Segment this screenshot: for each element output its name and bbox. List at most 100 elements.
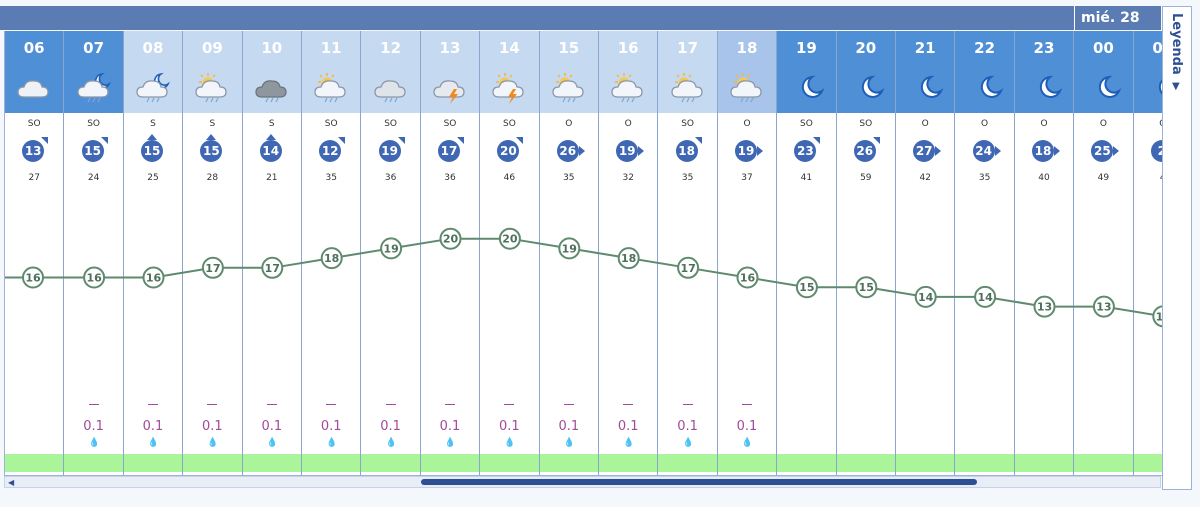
hour-label[interactable]: 08	[142, 39, 164, 57]
storm-icon	[430, 71, 470, 104]
hour-header: 01	[1133, 31, 1163, 113]
condition-band	[1014, 454, 1074, 472]
precipitation-value: 0.1	[320, 419, 342, 434]
wind-arrow-icon	[265, 134, 276, 140]
hour-label[interactable]: 17	[677, 39, 699, 57]
wind-gust: 25	[147, 173, 159, 183]
hour-label[interactable]: 09	[201, 39, 223, 57]
wind-gust: 59	[860, 173, 872, 183]
hour-label[interactable]: 10	[261, 39, 283, 57]
hour-label[interactable]: 18	[736, 39, 758, 57]
wind-speed-value: 18	[1034, 144, 1052, 158]
wind-speed-badge: 24	[972, 140, 1001, 162]
moon-cloud-rain-icon	[133, 71, 173, 103]
hour-label[interactable]: 11	[320, 39, 342, 57]
wind-direction: S	[150, 119, 156, 129]
condition-band	[836, 454, 895, 472]
hour-label[interactable]: 22	[974, 39, 996, 57]
precipitation-value: 0.1	[202, 419, 223, 434]
hour-column: 01 O 2 4	[1133, 31, 1163, 475]
hour-column: 16 O 19 32 0.1 💧	[599, 31, 659, 475]
wind-direction: SO	[87, 119, 100, 129]
wind-direction: SO	[859, 119, 873, 129]
hour-header: 20	[836, 31, 895, 113]
hour-label[interactable]: 20	[855, 39, 877, 57]
wind-arrow-icon	[756, 146, 763, 156]
wind-gust: 27	[28, 173, 40, 183]
wind-arrow-icon	[516, 137, 524, 144]
rain-drops-icon: 💧	[682, 438, 693, 448]
precipitation-value: 0.1	[439, 419, 461, 434]
wind-speed-badge: 23	[794, 137, 821, 162]
wind-direction: O	[981, 119, 989, 129]
wind-gust: 37	[741, 173, 753, 183]
hour-label[interactable]: 14	[498, 39, 520, 57]
hour-label[interactable]: 12	[380, 39, 402, 57]
hour-column: 22 O 24 35	[955, 31, 1015, 475]
hour-label[interactable]: 00	[1092, 39, 1114, 57]
cloudy-icon	[14, 71, 54, 103]
precip-dash	[741, 404, 752, 405]
day-label[interactable]: mié. 28	[1074, 6, 1161, 30]
wind-speed-value: 25	[1094, 144, 1111, 158]
hour-header: 14	[480, 31, 539, 113]
scrollbar-thumb[interactable]	[421, 479, 977, 485]
hour-header: 17	[658, 31, 717, 113]
hour-label[interactable]: 07	[83, 39, 105, 57]
moon-icon	[1083, 71, 1123, 103]
hour-label[interactable]: 01	[1152, 39, 1163, 57]
precipitation-value: 0.1	[558, 419, 580, 434]
hour-label[interactable]: 19	[795, 39, 817, 57]
horizontal-scrollbar[interactable]: ◀	[4, 476, 1161, 488]
wind-gust: 21	[266, 173, 278, 183]
precip-dash	[563, 404, 574, 405]
sun-cloud-rain-icon	[311, 71, 351, 103]
hour-label[interactable]: 21	[914, 39, 936, 57]
wind-direction: O	[565, 119, 573, 129]
hour-column: 15 O 26 35 0.1 💧	[539, 31, 599, 475]
condition-band	[1074, 454, 1133, 472]
wind-speed-badge: 19	[616, 140, 645, 162]
precip-dash	[326, 404, 337, 405]
wind-arrow-icon	[146, 134, 157, 140]
moon-icon	[846, 71, 886, 103]
hour-label[interactable]: 06	[23, 39, 45, 57]
date-bar: mié. 28	[0, 6, 1161, 30]
precip-dash	[207, 404, 218, 405]
wind-direction: O	[624, 119, 632, 129]
legend-label[interactable]: Leyenda	[1169, 13, 1184, 75]
condition-band	[242, 454, 301, 472]
legend-panel[interactable]: Leyenda ▼	[1162, 6, 1192, 490]
hour-label[interactable]: 16	[617, 39, 639, 57]
precipitation-value: 0.1	[736, 419, 758, 434]
hour-column: 00 O 25 49	[1074, 31, 1134, 475]
hour-label[interactable]: 15	[558, 39, 580, 57]
hour-header: 06	[5, 31, 64, 113]
scroll-left-arrow-icon[interactable]: ◀	[8, 478, 15, 487]
rain-drops-icon: 💧	[623, 438, 634, 448]
wind-direction: SO	[681, 119, 694, 129]
legend-caret-icon[interactable]: ▼	[1172, 81, 1180, 92]
wind-arrow-icon	[872, 137, 880, 144]
wind-arrow-icon	[1053, 146, 1060, 156]
wind-speed-value: 19	[618, 144, 636, 158]
hour-header: 09	[183, 31, 242, 113]
hour-column: 11 SO 12 35 0.1 💧	[302, 31, 362, 475]
wind-speed-badge: 15	[140, 134, 163, 162]
hour-column: 23 O 18 40	[1014, 31, 1075, 475]
wind-gust: 4	[1134, 173, 1162, 183]
wind-arrow-icon	[638, 146, 645, 156]
condition-band	[480, 454, 539, 472]
hour-column: 17 SO 18 35 0.1 💧	[658, 31, 718, 475]
hour-label[interactable]: 23	[1033, 39, 1055, 57]
hour-column: 14 SO 20 46 0.1 💧	[480, 31, 540, 475]
hour-label[interactable]: 13	[439, 39, 461, 57]
wind-speed-value: 26	[559, 144, 577, 158]
wind-speed-value: 2	[1158, 144, 1162, 158]
wind-speed-value: 19	[737, 144, 755, 158]
wind-gust: 35	[978, 173, 991, 183]
condition-band	[64, 454, 123, 472]
rain-drops-icon: 💧	[207, 438, 218, 448]
wind-speed-badge: 2	[1150, 140, 1162, 162]
